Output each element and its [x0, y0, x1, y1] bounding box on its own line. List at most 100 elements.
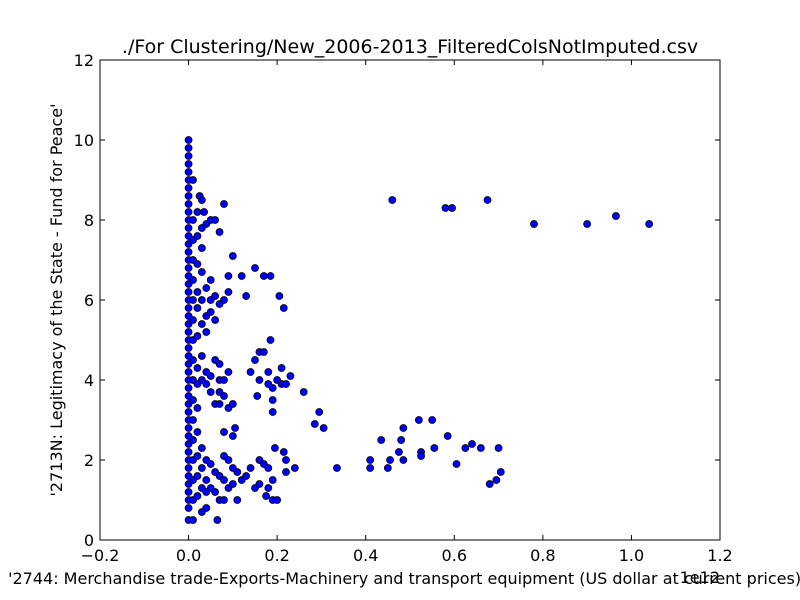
x-tick-label: 0.4	[353, 546, 378, 565]
data-point	[193, 332, 202, 340]
data-point	[399, 424, 408, 432]
data-point	[399, 456, 408, 464]
data-point	[193, 472, 202, 480]
data-point	[197, 196, 206, 204]
data-point	[377, 436, 386, 444]
data-point	[184, 224, 193, 232]
data-point	[279, 448, 288, 456]
y-axis-label: '2713N: Legitimacy of the State - Fund f…	[47, 104, 66, 497]
data-point	[193, 492, 202, 500]
data-point	[430, 444, 439, 452]
data-point	[333, 464, 341, 472]
data-point	[189, 216, 197, 224]
data-point	[184, 264, 193, 272]
data-point	[220, 376, 228, 384]
data-point	[224, 368, 233, 376]
data-point	[485, 480, 494, 488]
data-point	[275, 292, 284, 300]
data-point	[197, 444, 206, 452]
data-point	[251, 356, 259, 364]
data-point	[386, 456, 394, 464]
data-point	[612, 212, 620, 220]
data-point	[211, 216, 220, 224]
data-point	[255, 376, 264, 384]
data-point	[213, 516, 222, 524]
data-point	[366, 464, 375, 472]
data-points	[184, 136, 654, 524]
x-tick-label: 0.2	[264, 546, 289, 565]
data-point	[468, 440, 476, 448]
data-point	[268, 476, 277, 484]
data-point	[417, 452, 425, 460]
data-point	[193, 288, 202, 296]
data-point	[268, 396, 277, 404]
data-point	[443, 432, 452, 440]
data-point	[461, 444, 470, 452]
data-point	[255, 480, 264, 488]
data-point	[184, 248, 193, 256]
data-point	[277, 364, 286, 372]
chart-title: ./For Clustering/New_2006-2013_FilteredC…	[122, 36, 698, 58]
data-point	[259, 272, 268, 280]
data-point	[184, 208, 193, 216]
data-point	[184, 328, 193, 336]
data-point	[193, 404, 202, 412]
data-point	[202, 380, 211, 388]
data-point	[246, 368, 255, 376]
data-point	[184, 504, 193, 512]
data-point	[202, 476, 211, 484]
data-point	[197, 320, 206, 328]
data-point	[496, 468, 505, 476]
data-point	[310, 420, 319, 428]
data-point	[200, 208, 208, 216]
data-point	[189, 416, 197, 424]
x-tick-label: 0.0	[176, 546, 201, 565]
data-point	[290, 464, 299, 472]
data-point	[299, 388, 308, 396]
data-point	[193, 232, 202, 240]
data-point	[184, 424, 193, 432]
data-point	[228, 432, 237, 440]
data-point	[184, 192, 193, 200]
data-point	[231, 424, 239, 432]
y-tick-label: 2	[84, 451, 94, 470]
data-point	[253, 392, 262, 400]
data-point	[189, 296, 197, 304]
data-point	[264, 464, 273, 472]
data-point	[282, 380, 290, 388]
data-point	[184, 408, 193, 416]
data-point	[246, 464, 255, 472]
data-point	[184, 384, 193, 392]
data-point	[262, 492, 270, 500]
data-point	[494, 444, 503, 452]
x-offset-label: 1e12	[680, 568, 720, 587]
data-point	[251, 264, 259, 272]
data-point	[264, 368, 273, 376]
data-point	[286, 372, 295, 380]
data-point	[414, 416, 423, 424]
data-point	[189, 356, 197, 364]
data-point	[189, 516, 197, 524]
data-point	[197, 268, 206, 276]
data-point	[189, 276, 197, 284]
data-point	[184, 200, 193, 208]
data-point	[645, 220, 654, 228]
y-axis-ticks: 0 2 4 6 8 10 12	[74, 51, 720, 550]
data-point	[220, 476, 228, 484]
data-point	[184, 368, 193, 376]
data-point	[184, 488, 193, 496]
data-point	[315, 408, 324, 416]
x-tick-label: 0.8	[530, 546, 555, 565]
data-point	[193, 208, 202, 216]
data-point	[242, 292, 251, 300]
x-tick-label: −0.2	[81, 546, 120, 565]
data-point	[452, 460, 461, 468]
data-point	[228, 252, 237, 260]
data-point	[184, 344, 193, 352]
data-point	[184, 144, 193, 152]
data-point	[220, 296, 228, 304]
data-point	[428, 416, 437, 424]
data-point	[259, 348, 268, 356]
y-tick-label: 12	[74, 51, 94, 70]
